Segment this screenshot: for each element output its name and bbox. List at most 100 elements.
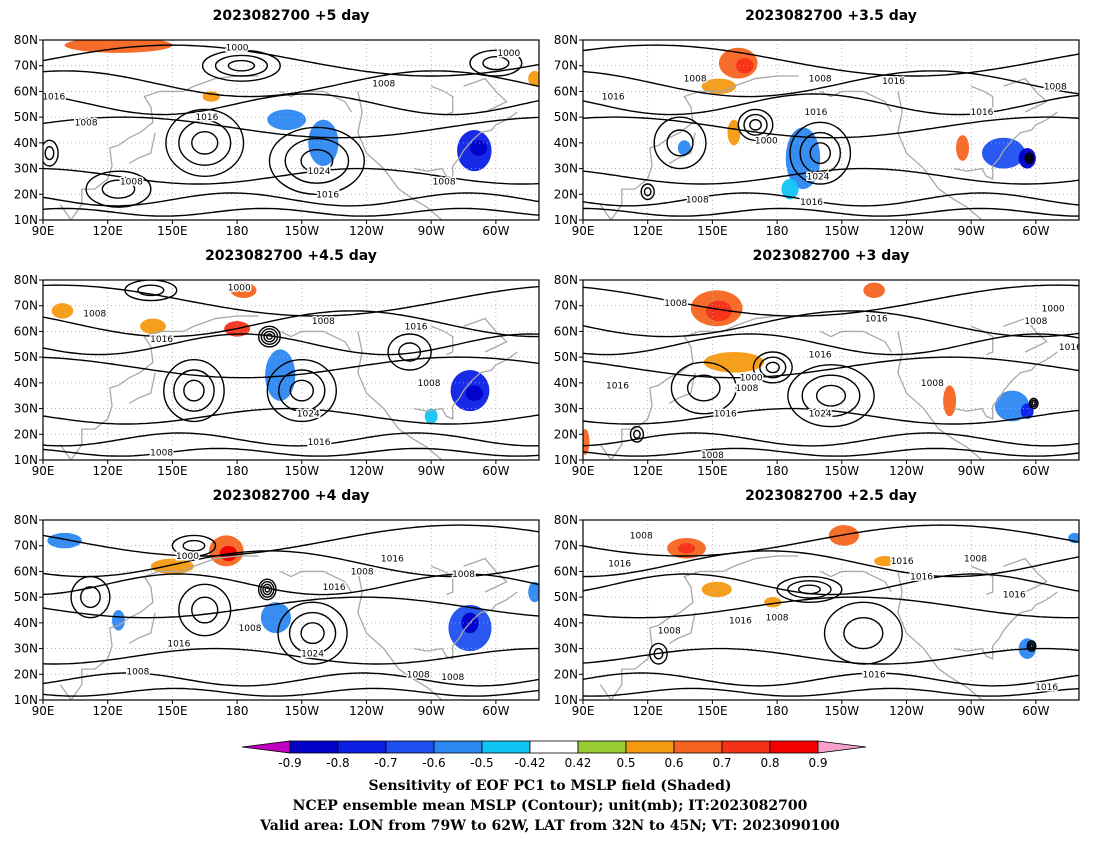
isobar [183,379,205,402]
lon-tick-label: 60W [1022,464,1049,478]
contour-label: 1024 [297,410,320,420]
isobar [43,333,539,356]
lat-tick-label: 60N [554,84,578,98]
sensitivity-blob [528,70,539,87]
sensitivity-blob [981,137,1026,169]
contour-label: 1008 [418,379,441,389]
isobar [583,116,1079,139]
contour-label: 1016 [606,381,629,391]
isobar [583,432,1079,447]
colorbar-swatch [769,740,819,754]
colorbar-swatch [577,740,627,754]
isobar [583,192,1079,207]
lat-tick-label: 10N [14,693,38,707]
isobar [632,429,641,439]
isobar [583,524,1079,557]
lon-tick-label: 90W [418,464,445,478]
lat-tick-label: 70N [14,59,38,73]
sensitivity-blob [465,385,483,401]
colorbar-tick-label: 0.5 [616,756,635,770]
contour-label: 1016 [882,77,905,87]
map-panel-2: 2023082700 +3.5 day 1008 1016 1008 1016 1016 1… [554,8,1080,238]
isobar [759,356,787,379]
coastline [413,351,518,420]
colorbar-swatch [481,740,531,754]
coastline [668,132,696,164]
isobar [583,356,1079,379]
isobar [1024,152,1035,165]
lon-tick-label: 150W [824,704,859,718]
contour-label: 1016 [308,438,331,448]
coastline [970,565,994,596]
colorbar-swatch [385,740,435,754]
isobar [583,647,1079,665]
isobar [583,70,1079,98]
contour-label: 1016 [729,616,752,626]
contour-label: 1008 [809,75,832,85]
isobar [583,44,1079,77]
lat-tick-label: 70N [14,539,38,553]
isobar [583,672,1079,687]
isobar [43,550,539,578]
lon-tick-label: 120W [889,704,924,718]
isobar [1031,401,1036,406]
isobar [1025,154,1033,163]
lon-tick-label: 120W [349,464,384,478]
isobar [640,183,655,201]
sensitivity-blob [469,140,488,156]
isobar [289,379,314,402]
contour-label: 1008 [452,570,475,580]
isobar [101,179,136,199]
coastline [953,111,1058,180]
lat-tick-label: 30N [14,402,38,416]
isobar [43,573,539,596]
lat-tick-label: 10N [554,453,578,467]
isobar [214,54,268,77]
isobar [43,687,539,697]
colorbar-tick-label: -0.42 [514,756,545,770]
isobar [670,361,737,415]
sensitivity-blob [736,58,754,74]
contour-label: 1016 [150,335,173,345]
isobar [583,687,1079,697]
contour-label: 1008 [120,177,143,187]
lat-tick-label: 60N [14,564,38,578]
sensitivity-blob [994,390,1030,422]
isobar [583,93,1079,116]
lon-tick-label: 150E [157,224,188,238]
sensitivity-blob [260,602,292,634]
lon-tick-label: 150E [697,224,728,238]
caption-line-1: Sensitivity of EOF PC1 to MSLP field (Sh… [368,778,731,794]
coastline [430,325,454,356]
colorbar-tick-label: -0.9 [278,756,301,770]
lon-tick-label: 120W [349,704,384,718]
sensitivity-blob [863,282,885,298]
contour-label: 1016 [800,198,823,208]
contour-label: 1008 [150,448,173,458]
sensitivity-blob [874,556,896,567]
isobar [43,596,539,619]
sensitivity-blob [140,318,166,334]
isobar [843,617,884,650]
lon-tick-label: 180 [226,704,249,718]
lat-tick-label: 80N [554,33,578,47]
map-frame [582,39,1080,221]
isobar [787,364,875,428]
colorbar-swatch [433,740,483,754]
map-panel-5: 2023082700 +4 day 1000 1016 1008 1008 1016 100… [14,488,540,718]
lon-tick-label: 120W [349,224,384,238]
coastline [1003,77,1048,113]
isobar [43,192,539,207]
sensitivity-blob [528,581,539,603]
isobar [583,573,1079,596]
contour-label: 1016 [381,555,404,565]
contour-label: 1016 [1059,343,1082,353]
coastline [128,612,156,644]
lon-tick-label: 60W [1022,224,1049,238]
colorbar-swatch [289,740,339,754]
isobar [653,116,707,170]
isobar [263,330,276,343]
lon-tick-label: 180 [226,464,249,478]
isobar [1027,641,1036,651]
sensitivity-blob [701,78,737,94]
